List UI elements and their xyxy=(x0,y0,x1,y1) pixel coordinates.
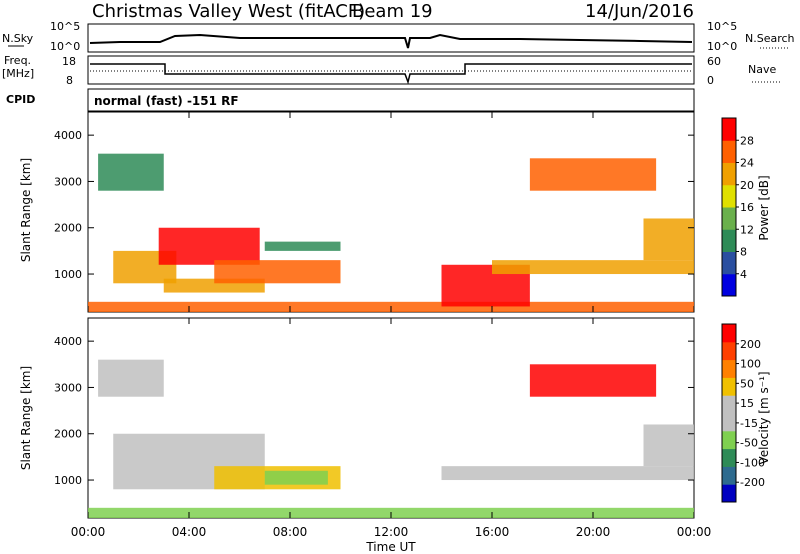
nsky-tick-bottom: 10^0 xyxy=(50,40,80,53)
freq-tick-top: 18 xyxy=(62,55,76,68)
scatter-region xyxy=(264,470,328,485)
colorbar-segment xyxy=(722,273,736,297)
colorbar-segment xyxy=(722,466,736,485)
scatter-region xyxy=(264,241,341,251)
nave-tick-top: 60 xyxy=(707,55,721,68)
scatter-region xyxy=(98,359,164,397)
y-tick-label: 3000 xyxy=(54,381,82,394)
scatter-region xyxy=(529,364,657,397)
y-tick-label: 4000 xyxy=(54,129,82,142)
colorbar-segment xyxy=(722,484,736,503)
colorbar-segment xyxy=(722,359,736,378)
colorbar-tick-label: -100 xyxy=(740,456,765,469)
colorbar-tick-label: -200 xyxy=(740,476,765,489)
colorbar-tick-label: 24 xyxy=(740,157,754,170)
scatter-region xyxy=(441,466,694,481)
colorbar-segment xyxy=(722,118,736,141)
colorbar-tick-label: 20 xyxy=(740,179,754,192)
colorbar-tick-label: 50 xyxy=(740,377,754,390)
power-colorbar-label: Power [dB] xyxy=(757,175,771,240)
colorbar-tick-label: 100 xyxy=(740,358,761,371)
x-tick-label: 12:00 xyxy=(374,525,409,539)
colorbar-tick-label: 16 xyxy=(740,201,754,214)
x-tick-label: 16:00 xyxy=(475,525,510,539)
scatter-region xyxy=(643,424,694,467)
y-tick-label: 3000 xyxy=(54,175,82,188)
nsearch-tick-bottom: 10^0 xyxy=(707,40,737,53)
colorbar-segment xyxy=(722,377,736,396)
beam-label: Beam 19 xyxy=(352,1,433,22)
scatter-region xyxy=(643,218,694,261)
x-tick-labels: 00:00 04:00 08:00 12:00 16:00 20:00 00:00 xyxy=(71,525,712,539)
nsky-tick-top: 10^5 xyxy=(50,20,80,33)
scatter-region xyxy=(214,260,341,284)
colorbar-segment xyxy=(722,448,736,467)
freq-tick-bottom: 8 xyxy=(66,74,73,87)
colorbar-segment xyxy=(722,229,736,252)
nave-label: Nave xyxy=(748,63,776,76)
figure-title: Christmas Valley West (fitACF) xyxy=(92,1,365,22)
freq-strip: Freq. [MHz] 18 8 Nave 60 0 xyxy=(2,54,782,87)
nsky-label: N.Sky xyxy=(2,32,34,45)
nsky-trace xyxy=(89,33,693,49)
scatter-region xyxy=(529,158,657,191)
x-tick-label: 08:00 xyxy=(273,525,308,539)
y-tick-label: 1000 xyxy=(54,268,82,281)
colorbar-segment xyxy=(722,184,736,208)
colorbar-segment xyxy=(722,413,736,432)
x-tick-label: 00:00 xyxy=(71,525,106,539)
y-tick-label: 1000 xyxy=(54,474,82,487)
colorbar-tick-label: 15 xyxy=(740,397,754,410)
x-tick-label: 04:00 xyxy=(172,525,207,539)
y-tick-label: 2000 xyxy=(54,222,82,235)
y-tick-label: 4000 xyxy=(54,335,82,348)
power-ylabel: Slant Range [km] xyxy=(19,158,33,262)
colorbar-tick-label: -15 xyxy=(740,417,758,430)
cpid-label: CPID xyxy=(6,93,35,106)
velocity-colorbar-label: Velocity [m s⁻¹] xyxy=(757,371,771,464)
y-tick-label: 2000 xyxy=(54,428,82,441)
date-label: 14/Jun/2016 xyxy=(585,1,694,22)
colorbar-tick-label: 12 xyxy=(740,223,754,236)
colorbar-segment xyxy=(722,341,736,361)
freq-label-2: [MHz] xyxy=(2,67,34,80)
x-tick-label: 00:00 xyxy=(677,525,712,539)
colorbar-tick-label: 4 xyxy=(740,268,747,281)
colorbar-tick-label: 8 xyxy=(740,246,747,259)
scatter-region xyxy=(492,260,694,275)
xlabel: Time UT xyxy=(365,540,416,554)
velocity-colorbar: 200 100 50 15 -15 -50 -100 -200 xyxy=(721,323,765,503)
colorbar-tick-label: -50 xyxy=(740,437,758,450)
nsearch-tick-top: 10^5 xyxy=(707,20,737,33)
freq-label-1: Freq. xyxy=(4,54,31,67)
colorbar-tick-label: 200 xyxy=(740,338,761,351)
power-colorbar: 28 24 20 16 12 8 4 xyxy=(721,117,754,297)
colorbar-segment xyxy=(722,251,736,275)
colorbar-segment xyxy=(722,207,736,230)
cpid-value: normal (fast) -151 RF xyxy=(94,94,239,108)
colorbar-segment xyxy=(722,395,736,414)
velocity-ylabel: Slant Range [km] xyxy=(19,366,33,470)
scatter-region xyxy=(158,227,260,265)
colorbar-tick-label: 28 xyxy=(740,134,754,147)
nsearch-label: N.Search xyxy=(745,32,795,45)
power-panel: 4000 3000 2000 1000 xyxy=(54,111,695,313)
colorbar-segment xyxy=(722,162,736,186)
freq-trace xyxy=(90,63,692,85)
colorbar-segment xyxy=(722,324,736,343)
colorbar-segment xyxy=(722,430,736,450)
scatter-region xyxy=(98,153,164,191)
nave-tick-bottom: 0 xyxy=(707,74,714,87)
nsky-strip: N.Sky 10^5 10^0 N.Search 10^5 10^0 xyxy=(2,20,795,53)
colorbar-frame xyxy=(721,323,737,503)
velocity-panel: 4000 3000 2000 1000 xyxy=(54,317,695,519)
x-tick-label: 20:00 xyxy=(576,525,611,539)
colorbar-segment xyxy=(722,140,736,163)
